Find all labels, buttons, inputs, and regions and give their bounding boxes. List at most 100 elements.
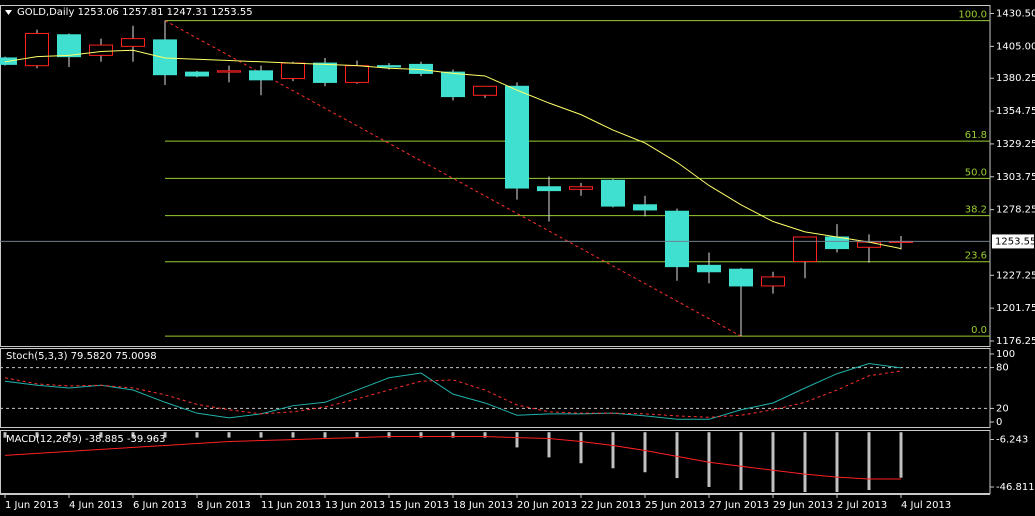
- x-tick-label: 1 Jun 2013: [5, 500, 59, 511]
- y-tick-label: 1380.25: [996, 73, 1035, 84]
- candle-body: [249, 70, 273, 81]
- x-tick-label: 13 Jun 2013: [325, 500, 385, 511]
- candle-body: [537, 186, 561, 192]
- menu-arrow[interactable]: [5, 10, 12, 15]
- x-tick-label: 18 Jun 2013: [453, 500, 513, 511]
- candle-body: [857, 241, 881, 248]
- candle-body: [761, 276, 785, 287]
- x-tick-label: 4 Jul 2013: [901, 500, 951, 511]
- macd-bar: [259, 432, 263, 438]
- candle-body: [345, 65, 369, 83]
- candle-body: [25, 32, 49, 67]
- indicator-readout: -38.885: [85, 434, 124, 445]
- stoch-line: [4, 362, 902, 420]
- moving-average: [4, 49, 902, 250]
- indicator-readout: -39.963: [127, 434, 166, 445]
- macd-bar: [867, 432, 871, 491]
- y-tick-label: 1430.50: [996, 9, 1035, 20]
- candle-body: [313, 62, 337, 83]
- x-tick-label: 27 Jun 2013: [709, 500, 769, 511]
- ohlc-readout: 1253.55: [211, 7, 252, 18]
- macd-bar: [355, 432, 359, 438]
- candle-body: [217, 70, 241, 73]
- y-tick-label: 1176.25: [996, 336, 1035, 347]
- macd-bar: [899, 432, 903, 478]
- chart-title-text: GOLD,Daily: [17, 7, 74, 18]
- macd-bar: [195, 432, 199, 438]
- macd-bar: [3, 432, 7, 438]
- candle-body: [665, 210, 689, 268]
- macd-bar: [611, 432, 615, 469]
- macd-bar: [835, 432, 839, 493]
- indicator-name: MACD(12,26,9): [6, 434, 82, 445]
- x-tick-label: 2 Jul 2013: [837, 500, 887, 511]
- candle-body: [153, 39, 177, 76]
- candle-body: [601, 179, 625, 207]
- candle-body: [697, 264, 721, 273]
- panel-frame: [0, 5, 991, 347]
- candle-body: [57, 34, 81, 58]
- x-tick-label: 4 Jun 2013: [69, 500, 123, 511]
- indicator-readout: 75.0098: [115, 351, 156, 362]
- candle-body: [281, 62, 305, 80]
- indicator-readout: 79.5820: [71, 351, 112, 362]
- chart-title: GOLD,Daily 1253.06 1257.81 1247.31 1253.…: [17, 7, 253, 18]
- y-tick-label: -46.811: [996, 482, 1035, 493]
- macd-bar: [387, 432, 391, 438]
- x-tick-label: 11 Jun 2013: [261, 500, 321, 511]
- panel-frame: [0, 430, 991, 494]
- candle-body: [569, 186, 593, 190]
- fibo-label: 38.2: [965, 205, 987, 216]
- x-tick-label: 8 Jun 2013: [197, 500, 251, 511]
- macd-bar: [99, 432, 103, 438]
- macd-bar: [643, 432, 647, 473]
- x-tick-label: 25 Jun 2013: [645, 500, 705, 511]
- y-tick-label: 1278.25: [996, 205, 1035, 216]
- y-tick-label: 1354.75: [996, 106, 1035, 117]
- fibo-label: 100.0: [958, 10, 987, 21]
- y-tick-label: -6.243: [996, 435, 1028, 446]
- fibo-label: 23.6: [965, 251, 987, 262]
- macd-bar: [515, 432, 519, 448]
- macd-bar: [323, 432, 327, 438]
- fibo-label: 50.0: [965, 167, 987, 178]
- y-tick-label: 0: [996, 417, 1002, 428]
- macd-bar: [451, 432, 455, 438]
- macd-bar: [35, 432, 39, 438]
- macd-bar: [547, 432, 551, 458]
- macd-bar: [675, 432, 679, 479]
- candle-body: [121, 38, 145, 47]
- candle-body: [89, 44, 113, 56]
- macd-bar: [291, 432, 295, 438]
- candle-body: [473, 85, 497, 96]
- price-label: 1253.55: [995, 236, 1035, 247]
- candle-body: [633, 204, 657, 211]
- x-tick-label: 15 Jun 2013: [389, 500, 449, 511]
- indicator-title: MACD(12,26,9) -38.885 -39.963: [6, 434, 166, 445]
- y-tick-label: 1201.75: [996, 303, 1035, 314]
- ohlc-readout: 1247.31: [167, 7, 208, 18]
- macd-bar: [227, 432, 231, 438]
- y-tick-label: 1303.75: [996, 172, 1035, 183]
- y-tick-label: 1227.25: [996, 270, 1035, 281]
- candle-body: [729, 268, 753, 287]
- fibo-label: 0.0: [971, 325, 987, 336]
- candle-body: [793, 236, 817, 262]
- candle-body: [377, 65, 401, 68]
- x-tick-label: 20 Jun 2013: [517, 500, 577, 511]
- macd-bar: [419, 432, 423, 438]
- y-tick-label: 80: [996, 363, 1009, 374]
- macd-bar: [579, 432, 583, 464]
- macd-bar: [803, 432, 807, 493]
- macd-bar: [163, 432, 167, 438]
- fibo-label: 61.8: [965, 130, 987, 141]
- macd-bar: [771, 432, 775, 493]
- x-tick-label: 22 Jun 2013: [581, 500, 641, 511]
- candle-body: [505, 85, 529, 189]
- stoch-line: [4, 370, 902, 418]
- indicator-title: Stoch(5,3,3) 79.5820 75.0098: [6, 351, 157, 362]
- ohlc-readout: 1257.81: [122, 7, 163, 18]
- macd-bar: [707, 432, 711, 487]
